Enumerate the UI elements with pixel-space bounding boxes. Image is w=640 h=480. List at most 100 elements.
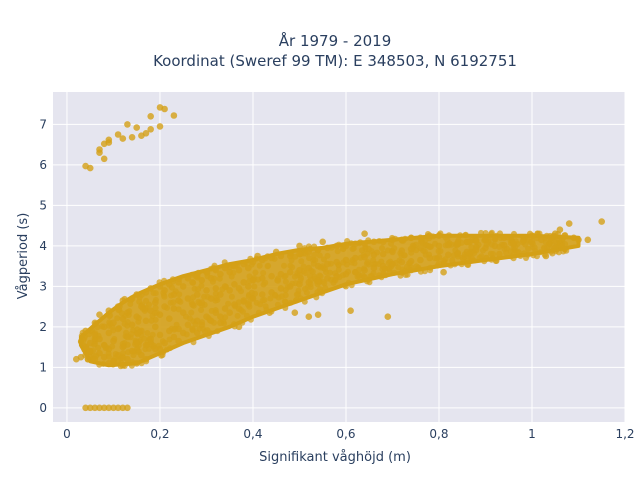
data-point: [147, 113, 154, 120]
y-axis-ticks: 0 1 2 3 4 5 6 7: [39, 117, 47, 414]
data-point: [119, 343, 127, 351]
data-point: [500, 234, 508, 242]
data-point: [133, 124, 140, 131]
data-point: [100, 360, 107, 367]
data-point: [170, 305, 178, 312]
data-point: [114, 325, 122, 333]
data-point: [86, 164, 94, 172]
data-point: [119, 315, 127, 323]
data-point: [190, 339, 197, 346]
data-point: [389, 236, 396, 244]
data-point: [407, 245, 415, 253]
data-point: [551, 230, 559, 237]
data-point: [147, 285, 154, 292]
data-point: [231, 281, 238, 288]
data-point: [379, 250, 387, 258]
data-point: [128, 347, 136, 355]
data-point: [136, 298, 143, 305]
data-point: [119, 404, 127, 412]
data-point: [503, 249, 510, 256]
data-point: [483, 255, 490, 262]
data-point: [207, 295, 215, 302]
data-point: [142, 130, 150, 137]
data-point: [293, 291, 300, 298]
data-point: [212, 309, 220, 317]
data-point: [296, 281, 303, 288]
data-point: [491, 242, 499, 250]
data-point: [226, 309, 233, 317]
data-point: [193, 317, 201, 325]
data-point: [282, 305, 289, 311]
data-point: [349, 246, 356, 252]
data-point: [124, 333, 131, 341]
data-point: [314, 262, 322, 270]
data-point: [255, 309, 262, 316]
data-point: [212, 285, 220, 292]
data-point: [82, 327, 89, 335]
data-point: [314, 277, 322, 284]
data-point: [205, 333, 212, 339]
data-point: [86, 404, 94, 412]
data-point: [228, 293, 235, 300]
data-point: [167, 345, 174, 352]
data-point: [133, 313, 140, 321]
data-point: [234, 312, 241, 319]
data-point: [262, 279, 269, 286]
data-point: [221, 305, 229, 312]
data-point: [519, 238, 526, 246]
data-point: [342, 256, 350, 264]
data-point: [152, 345, 159, 353]
data-point: [202, 328, 208, 335]
data-point: [105, 404, 113, 412]
data-point: [159, 352, 166, 359]
data-point: [198, 282, 205, 289]
data-point: [217, 270, 224, 278]
data-point: [511, 230, 517, 237]
data-point: [144, 330, 151, 336]
data-point: [91, 355, 99, 363]
y-tick-label: 5: [39, 198, 47, 212]
data-point: [96, 349, 103, 357]
data-point: [384, 313, 392, 321]
data-point: [240, 279, 247, 286]
data-point: [217, 319, 224, 327]
data-point: [534, 230, 541, 237]
data-point: [82, 343, 89, 351]
data-point: [324, 244, 331, 252]
data-point: [313, 294, 320, 301]
data-point: [352, 240, 359, 248]
data-points: [73, 104, 605, 412]
data-point: [213, 295, 220, 301]
data-point: [334, 248, 341, 255]
data-point: [492, 258, 499, 264]
y-tick-label: 7: [39, 117, 47, 131]
data-point: [245, 264, 252, 272]
data-point: [333, 242, 341, 250]
data-point: [161, 339, 168, 347]
data-point: [146, 301, 153, 308]
data-point: [347, 307, 354, 315]
data-point: [488, 230, 495, 237]
data-point: [114, 303, 122, 310]
data-point: [120, 350, 126, 357]
data-point: [91, 331, 99, 339]
data-point: [530, 252, 537, 259]
data-point: [114, 131, 122, 138]
data-point: [300, 263, 307, 270]
data-point: [342, 283, 349, 290]
data-point: [286, 252, 294, 260]
data-point: [468, 254, 475, 262]
data-point: [114, 404, 122, 412]
data-point: [193, 272, 201, 280]
data-point: [152, 299, 159, 306]
data-point: [311, 252, 318, 258]
y-tick-label: 0: [39, 401, 47, 415]
data-point: [100, 323, 108, 331]
data-point: [468, 244, 475, 251]
data-point: [247, 316, 254, 323]
data-point: [379, 262, 387, 270]
data-point: [184, 275, 192, 282]
data-point: [324, 252, 331, 259]
data-point: [531, 244, 538, 251]
data-point: [584, 236, 592, 244]
